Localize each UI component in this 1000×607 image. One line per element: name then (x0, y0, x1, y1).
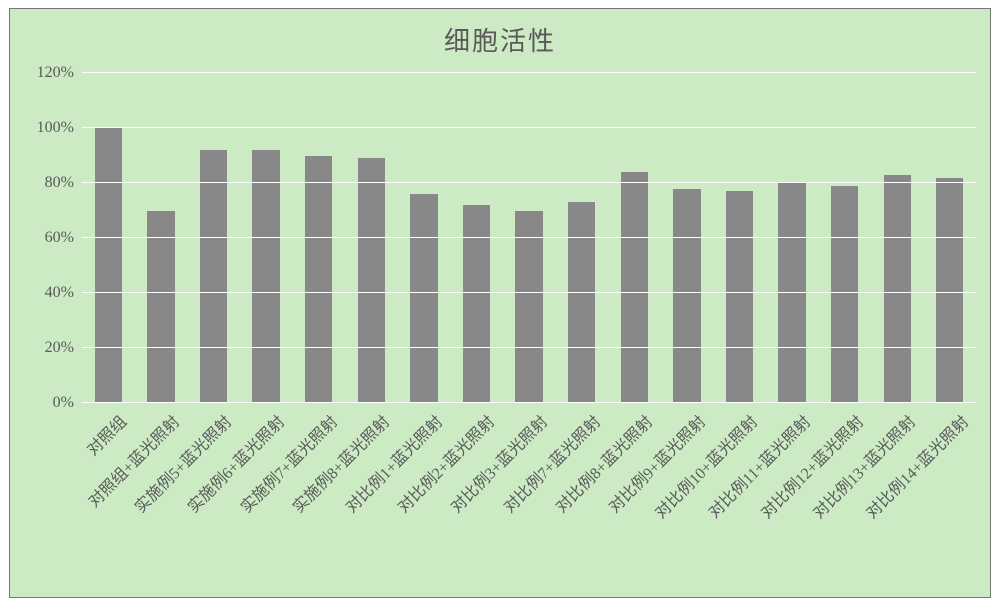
y-axis-tick-label: 0% (22, 394, 74, 412)
bar-slot (924, 73, 977, 403)
chart-title: 细胞活性 (10, 21, 990, 58)
bar (95, 128, 122, 403)
y-axis-tick-label: 80% (22, 174, 74, 192)
bar (568, 202, 595, 403)
bar (936, 178, 963, 404)
bar-slot (398, 73, 451, 403)
bar (200, 150, 227, 403)
bar (515, 211, 542, 404)
y-axis-tick-label: 100% (22, 119, 74, 137)
bar-slot (135, 73, 188, 403)
x-axis-labels: 对照组对照组+蓝光照射实施例5+蓝光照射实施例6+蓝光照射实施例7+蓝光照射实施… (82, 403, 976, 597)
y-axis-tick-label: 60% (22, 229, 74, 247)
bar (884, 175, 911, 403)
bar (621, 172, 648, 403)
bar-slot (713, 73, 766, 403)
bar (463, 205, 490, 403)
bar-slot (240, 73, 293, 403)
bar-slot (450, 73, 503, 403)
bar (778, 183, 805, 403)
y-axis-tick-label: 40% (22, 284, 74, 302)
bar (831, 186, 858, 403)
bar (147, 211, 174, 404)
grid-line (82, 127, 976, 128)
bar-slot (766, 73, 819, 403)
bars-row (82, 73, 976, 403)
bar (410, 194, 437, 403)
grid-line (82, 237, 976, 238)
plot-area: 0%20%40%60%80%100%120% (82, 73, 976, 403)
grid-line (82, 72, 976, 73)
bar (305, 156, 332, 404)
bar-slot (661, 73, 714, 403)
bar-slot (871, 73, 924, 403)
bar-slot (555, 73, 608, 403)
bar (252, 150, 279, 403)
bar-slot (345, 73, 398, 403)
bar-slot (503, 73, 556, 403)
y-axis-tick-label: 120% (22, 64, 74, 82)
bar-slot (292, 73, 345, 403)
bar (726, 191, 753, 403)
bar-slot (818, 73, 871, 403)
grid-line (82, 292, 976, 293)
chart-container: 细胞活性 0%20%40%60%80%100%120% 对照组对照组+蓝光照射实… (9, 8, 991, 598)
bar-slot (82, 73, 135, 403)
grid-line (82, 182, 976, 183)
bar-slot (608, 73, 661, 403)
bar (358, 158, 385, 403)
grid-line (82, 347, 976, 348)
bar (673, 189, 700, 404)
bar-slot (187, 73, 240, 403)
y-axis-tick-label: 20% (22, 339, 74, 357)
